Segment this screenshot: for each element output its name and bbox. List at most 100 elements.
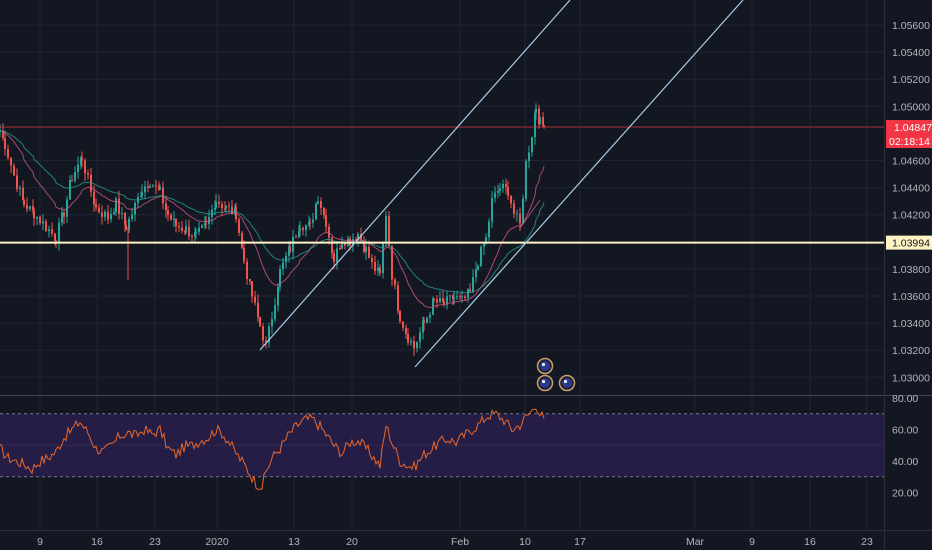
price-tick-label: 1.03600 [892, 291, 930, 303]
candle-body [19, 187, 21, 190]
candle-body [39, 216, 41, 224]
candle-body [246, 261, 248, 279]
candle-body [374, 261, 376, 271]
candle-body [542, 116, 544, 126]
candle-body [215, 201, 217, 209]
candle-body [459, 296, 461, 298]
candle-body [328, 226, 330, 238]
time-tick-label: 16 [804, 536, 816, 548]
candle-body [513, 203, 515, 214]
candle-body [538, 108, 540, 125]
candle-body [543, 125, 545, 127]
time-tick-label: 20 [346, 536, 358, 548]
candle-body [33, 210, 35, 219]
candle-body [95, 204, 97, 208]
candle-body [188, 226, 190, 237]
candle-body [323, 208, 325, 216]
candle-body [77, 164, 79, 173]
event-marker-star [563, 379, 568, 384]
rsi-pane[interactable] [0, 408, 884, 490]
price-tick-label: 1.03200 [892, 345, 930, 357]
price-axis[interactable]: 1.05600 1.05400 1.05200 1.05000 1.04600 1.044… [892, 20, 930, 500]
candle-body [464, 296, 466, 298]
event-markers[interactable] [536, 357, 576, 392]
candle-body [231, 206, 233, 215]
candle-body [243, 247, 245, 262]
candle-body [344, 243, 346, 246]
candle-body [320, 201, 322, 209]
candle-body [525, 161, 527, 199]
candle-body [488, 221, 490, 238]
drawing-layer[interactable] [0, 0, 884, 368]
candle-body [516, 213, 518, 215]
candle-body [81, 157, 83, 161]
event-flag-icon[interactable] [536, 374, 554, 392]
candle-body [98, 207, 100, 213]
candle-body [162, 187, 164, 204]
candle-body [58, 222, 60, 244]
price-tick-label: 1.05000 [892, 101, 930, 113]
event-flag-icon[interactable] [558, 374, 576, 392]
candle-body [285, 255, 287, 263]
candle-body [405, 327, 407, 334]
candle-body [54, 233, 56, 241]
candle-body [469, 289, 471, 292]
candle-body [299, 227, 301, 232]
time-axis[interactable]: 9 16 23 2020 13 20 Feb 10 17 Mar 9 16 23 [37, 536, 873, 548]
time-tick-label: Mar [686, 536, 705, 548]
candle-body [155, 185, 157, 187]
candle-body [165, 203, 167, 211]
candle-body [483, 243, 485, 247]
candle-body [152, 185, 154, 187]
candle-body [399, 310, 401, 322]
candle-body [472, 277, 474, 292]
time-tick-label: 17 [574, 536, 586, 548]
candle-body [61, 212, 63, 223]
candle-body [268, 326, 270, 343]
candle-body [298, 231, 300, 238]
candle-body [191, 236, 193, 238]
candle-body [147, 186, 149, 188]
candle-body [115, 198, 117, 213]
candle-body [175, 218, 177, 227]
candle-body [218, 201, 220, 204]
candle-body [124, 212, 126, 225]
candle-body [32, 206, 34, 211]
candle-body [173, 218, 175, 220]
time-tick-label: 9 [749, 536, 755, 548]
rsi-tick-label: 40.00 [892, 456, 918, 468]
candle-body [360, 233, 362, 241]
candle-body [71, 180, 73, 182]
candle-body [368, 246, 370, 258]
candle-body [436, 299, 438, 303]
price-tick-label: 1.04200 [892, 210, 930, 222]
candle-body [279, 269, 281, 288]
candle-body [365, 246, 367, 252]
countdown-label: 02:18:14 [889, 136, 930, 148]
candle-body [461, 296, 463, 298]
price-tick-label: 1.03800 [892, 264, 930, 276]
candle-body [7, 148, 9, 158]
time-tick-label: 13 [288, 536, 300, 548]
candle-body [456, 296, 458, 298]
candle-body [502, 183, 504, 189]
candle-body [419, 332, 421, 342]
candle-body [48, 229, 50, 232]
candle-body [63, 212, 65, 217]
candle-body [141, 192, 143, 196]
candle-body [110, 214, 112, 220]
lower-channel-line [414, 0, 744, 368]
candle-body [238, 219, 240, 233]
candle-body [167, 210, 169, 215]
event-flag-icon[interactable] [536, 357, 554, 375]
candle-body [205, 223, 207, 225]
candle-body [539, 116, 541, 125]
moving-average-slow [0, 130, 545, 294]
price-pane[interactable] [0, 103, 545, 357]
candle-body [377, 267, 379, 271]
upper-channel-line [259, 0, 571, 351]
candle-body [385, 216, 387, 243]
candle-body [249, 278, 251, 282]
candle-body [371, 257, 373, 262]
